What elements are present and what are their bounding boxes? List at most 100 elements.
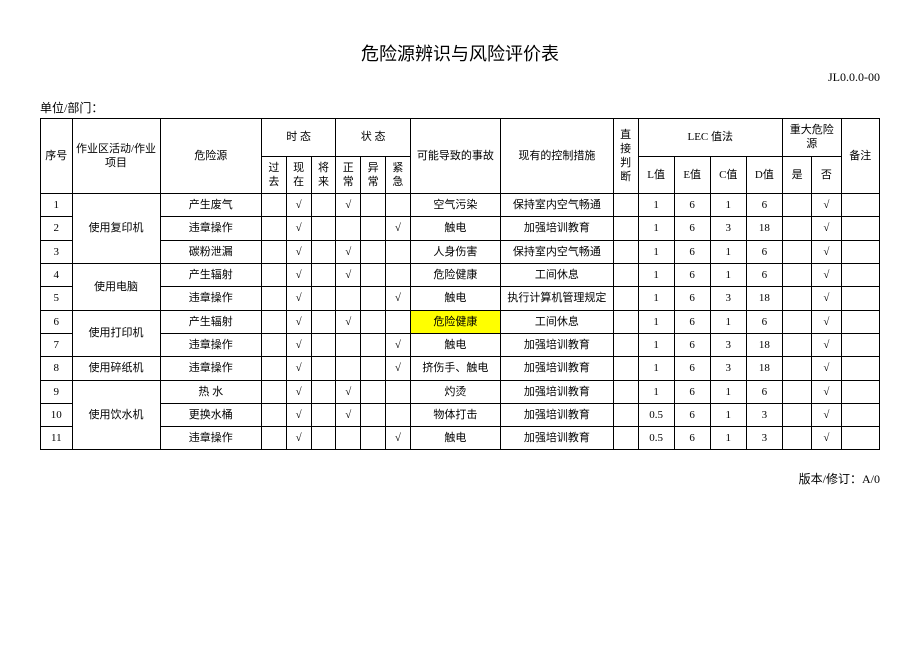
cell: 3 [710, 217, 746, 240]
cell [361, 403, 386, 426]
cell: 6 [746, 310, 782, 333]
cell: 6 [746, 264, 782, 287]
cell: 1 [638, 194, 674, 217]
table-row: 4使用电脑产生辐射√√危险健康工间休息1616√ [41, 264, 880, 287]
cell: 6 [674, 403, 710, 426]
cell: 8 [41, 357, 73, 380]
cell: 使用碎纸机 [72, 357, 160, 380]
cell [261, 357, 286, 380]
cell: 1 [710, 310, 746, 333]
cell: 保持室内空气畅通 [501, 240, 614, 263]
cell: 违章操作 [160, 357, 261, 380]
cell: 保持室内空气畅通 [501, 194, 614, 217]
cell [613, 240, 638, 263]
cell [782, 217, 811, 240]
cell: √ [286, 403, 311, 426]
cell: 违章操作 [160, 217, 261, 240]
page-title: 危险源辨识与风险评价表 [40, 40, 880, 66]
cell: 违章操作 [160, 427, 261, 450]
cell [782, 287, 811, 310]
cell [361, 240, 386, 263]
cell [385, 403, 410, 426]
cell [261, 333, 286, 356]
cell [613, 264, 638, 287]
cell: 触电 [410, 287, 500, 310]
h-seq: 序号 [41, 119, 73, 194]
cell: 产生辐射 [160, 264, 261, 287]
h-major: 重大危险源 [782, 119, 841, 157]
cell [613, 333, 638, 356]
cell: 6 [674, 194, 710, 217]
cell: 7 [41, 333, 73, 356]
cell [261, 194, 286, 217]
cell: √ [812, 357, 841, 380]
cell: 3 [41, 240, 73, 263]
cell: √ [812, 333, 841, 356]
h-remark: 备注 [841, 119, 879, 194]
cell [361, 217, 386, 240]
cell: √ [336, 380, 361, 403]
h-c: C值 [710, 156, 746, 194]
cell: √ [286, 217, 311, 240]
cell: 触电 [410, 427, 500, 450]
cell [613, 287, 638, 310]
h-control: 现有的控制措施 [501, 119, 614, 194]
cell [613, 427, 638, 450]
h-no: 否 [812, 156, 841, 194]
cell: 6 [41, 310, 73, 333]
cell [311, 403, 336, 426]
cell [385, 380, 410, 403]
cell [613, 194, 638, 217]
cell: 产生废气 [160, 194, 261, 217]
h-emergency: 紧急 [385, 156, 410, 194]
cell: 1 [638, 217, 674, 240]
cell [311, 310, 336, 333]
cell: 危险健康 [410, 264, 500, 287]
cell [841, 217, 879, 240]
cell [841, 287, 879, 310]
cell: 6 [746, 380, 782, 403]
cell: 使用复印机 [72, 194, 160, 264]
cell [841, 333, 879, 356]
cell: √ [812, 194, 841, 217]
cell: 6 [674, 357, 710, 380]
cell: √ [286, 287, 311, 310]
h-future: 将来 [311, 156, 336, 194]
cell [782, 240, 811, 263]
cell: 1 [638, 357, 674, 380]
cell: 11 [41, 427, 73, 450]
cell [311, 194, 336, 217]
cell: 6 [674, 240, 710, 263]
cell [613, 403, 638, 426]
cell: √ [385, 287, 410, 310]
cell [841, 380, 879, 403]
cell: 更换水桶 [160, 403, 261, 426]
cell [613, 357, 638, 380]
cell: √ [812, 380, 841, 403]
cell [841, 264, 879, 287]
h-past: 过去 [261, 156, 286, 194]
cell [311, 380, 336, 403]
table-row: 1使用复印机产生废气√√空气污染保持室内空气畅通1616√ [41, 194, 880, 217]
cell: √ [336, 310, 361, 333]
cell: 9 [41, 380, 73, 403]
cell: 6 [746, 194, 782, 217]
cell [336, 217, 361, 240]
h-state: 状 态 [336, 119, 410, 157]
cell [336, 333, 361, 356]
cell [311, 240, 336, 263]
h-abnormal: 异常 [361, 156, 386, 194]
cell [782, 310, 811, 333]
cell [841, 194, 879, 217]
cell: 3 [746, 403, 782, 426]
cell: 危险健康 [410, 310, 500, 333]
cell: √ [812, 287, 841, 310]
cell: 3 [710, 357, 746, 380]
cell: √ [336, 194, 361, 217]
cell: 触电 [410, 217, 500, 240]
cell [311, 333, 336, 356]
cell: 加强培训教育 [501, 357, 614, 380]
cell: √ [336, 403, 361, 426]
cell: 碳粉泄漏 [160, 240, 261, 263]
h-yes: 是 [782, 156, 811, 194]
